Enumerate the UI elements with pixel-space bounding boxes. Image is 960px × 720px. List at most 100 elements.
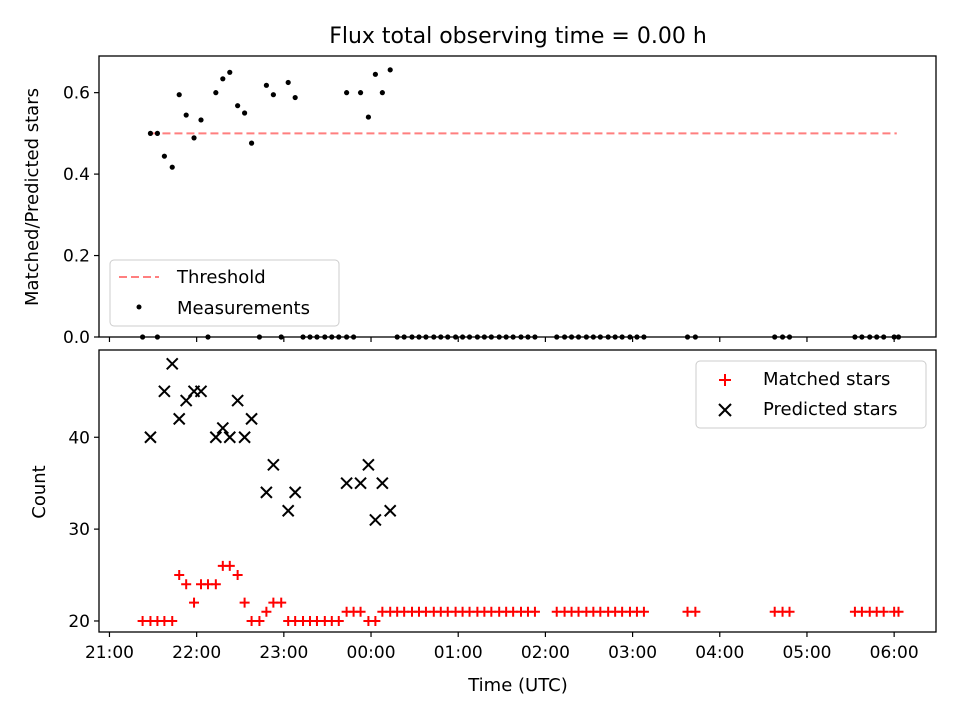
measurements-legend-swatch (136, 304, 142, 310)
measurement-point (365, 114, 372, 120)
measurement-point (248, 140, 255, 146)
matched-star-marker (529, 606, 540, 617)
predicted-star-marker (194, 385, 208, 398)
measurement-point (161, 153, 167, 159)
predicted-legend-label: Predicted stars (763, 399, 897, 420)
predicted-star-marker (238, 431, 251, 444)
bottom-x-tick-label: 02:00 (521, 643, 570, 663)
predicted-star-marker (281, 504, 295, 517)
top-y-tick-label: 0.0 (63, 328, 90, 348)
matched-star-marker (210, 579, 221, 590)
bottom-x-tick-label: 04:00 (695, 643, 744, 663)
bottom-axes-frame (98, 349, 937, 633)
top-legend-box (109, 259, 340, 327)
matched-star-marker (261, 606, 272, 617)
top-axis: 0.0 0.2 0.4 0.6 (63, 84, 895, 348)
matched-star-marker (370, 615, 381, 626)
matched-star-marker (189, 597, 200, 608)
measurement-point (227, 69, 233, 75)
bottom-y-tick-label: 40 (68, 428, 90, 448)
predicted-star-marker (223, 431, 236, 444)
predicted-star-marker (231, 394, 244, 407)
measurement-point (270, 92, 276, 98)
measurement-point (344, 90, 350, 96)
measurement-point (263, 82, 269, 88)
bottom-x-tick-label: 22:00 (172, 643, 221, 663)
measurement-point (285, 79, 291, 86)
predicted-star-marker (362, 458, 375, 472)
top-y-axis-label: Matched/Predicted stars (22, 88, 43, 306)
bottom-x-tick-label: 21:00 (85, 643, 134, 663)
bottom-x-tick-label: 00:00 (347, 643, 396, 663)
predicted-star-marker (166, 357, 179, 370)
matched-star-marker (333, 615, 344, 626)
predicted-star-marker (144, 431, 157, 444)
measurement-point (235, 103, 241, 109)
measurement-point (242, 110, 248, 116)
predicted-star-marker (383, 504, 397, 517)
threshold-legend-label: Threshold (176, 267, 266, 288)
matched-star-marker (167, 615, 178, 626)
matched-star-marker (355, 606, 366, 617)
predicted-star-marker (158, 385, 171, 398)
bottom-x-tick-label: 03:00 (608, 643, 657, 663)
matched-star-marker (878, 606, 889, 617)
measurement-point (154, 130, 161, 136)
top-panel: 0.0 0.2 0.4 0.6 Matched/Predicted stars Thr… (22, 55, 937, 348)
predicted-star-marker (260, 486, 273, 499)
matched-legend-swatch (719, 374, 731, 386)
matched-legend-label: Matched stars (763, 369, 890, 390)
matched-star-marker (239, 597, 250, 608)
measurement-point (292, 94, 298, 101)
top-y-tick-label: 0.4 (63, 165, 90, 185)
measurement-point (220, 76, 226, 82)
predicted-star-marker (209, 431, 223, 444)
measurement-point (176, 92, 182, 98)
matched-star-marker (232, 570, 243, 581)
predicted-star-marker (369, 513, 382, 527)
top-y-tick-label: 0.2 (63, 247, 90, 267)
predicted-star-marker (340, 476, 353, 490)
bottom-x-tick-label: 06:00 (870, 643, 919, 663)
predicted-star-marker (267, 458, 280, 472)
predicted-star-marker (216, 421, 230, 435)
top-legend: Threshold Measurements (109, 259, 340, 327)
matched-star-marker (224, 560, 235, 571)
measurement-point (183, 112, 189, 118)
measurement-point (147, 130, 154, 136)
predicted-star-marker (376, 476, 389, 490)
measurement-point (372, 71, 378, 77)
measurement-point (379, 90, 385, 96)
matched-star-marker (254, 615, 265, 626)
matched-star-marker (638, 606, 649, 617)
bottom-y-tick-label: 30 (68, 520, 90, 540)
measurement-point (357, 90, 364, 96)
predicted-star-marker (288, 486, 302, 499)
x-axis-label: Time (UTC) (467, 675, 568, 696)
matched-star-marker (690, 606, 701, 617)
top-axes-frame (98, 55, 937, 338)
bottom-legend-box (695, 360, 927, 429)
matched-star-marker (784, 606, 795, 617)
bottom-panel: 20 30 40 21:00 22:00 23:00 00:00 01:00 02:00 03:0… (29, 349, 937, 696)
bottom-axis: 20 30 40 21:00 22:00 23:00 00:00 01:00 02:00 03:0… (68, 428, 918, 663)
measurement-point (191, 135, 197, 141)
matched-star-marker (893, 606, 904, 617)
measurement-point (198, 117, 204, 123)
bottom-y-axis-label: Count (29, 465, 50, 518)
matched-star-marker (276, 597, 287, 608)
matched-star-marker (174, 570, 185, 581)
predicted-star-marker (354, 476, 367, 490)
measurement-point (387, 67, 393, 73)
bottom-x-tick-label: 01:00 (434, 643, 483, 663)
bottom-x-tick-label: 05:00 (782, 643, 831, 663)
bottom-plot-area (137, 357, 904, 626)
measurements-legend-label: Measurements (177, 298, 310, 319)
chart-title: Flux total observing time = 0.00 h (329, 24, 707, 49)
top-y-tick-label: 0.6 (63, 84, 90, 104)
predicted-legend-swatch (718, 403, 732, 417)
measurement-point (169, 164, 175, 170)
measurement-point (213, 90, 219, 96)
bottom-legend: Matched stars Predicted stars (695, 360, 927, 429)
